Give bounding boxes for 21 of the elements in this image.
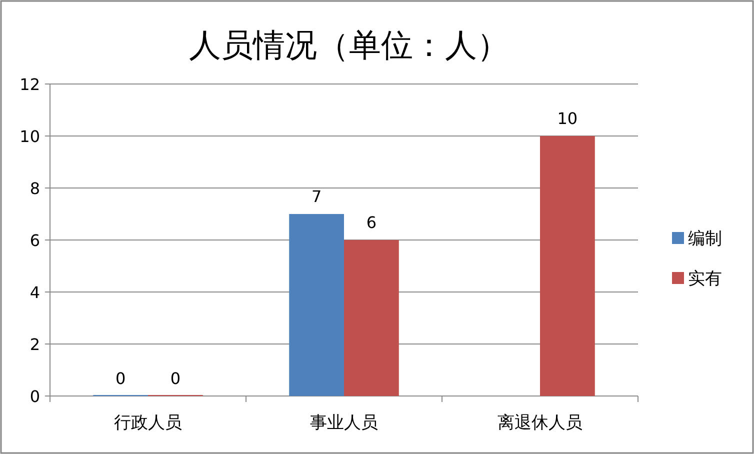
data-label: 0: [170, 369, 181, 388]
chart-title: 人员情况（单位：人）: [189, 26, 509, 64]
bar: [540, 136, 595, 396]
data-label: 0: [115, 369, 126, 388]
legend-label: 编制: [688, 229, 722, 249]
bar: [344, 240, 399, 396]
y-tick-label: 4: [30, 283, 40, 302]
x-tick-label: 行政人员: [114, 413, 182, 433]
y-tick-label: 8: [30, 179, 40, 198]
legend-label: 实有: [688, 269, 722, 289]
y-tick-label: 12: [20, 75, 40, 94]
data-label: 6: [366, 213, 377, 232]
data-label: 10: [557, 109, 578, 128]
x-tick-label: 离退休人员: [498, 413, 582, 433]
y-tick-label: 6: [30, 231, 40, 250]
bar: [289, 214, 344, 396]
y-tick-label: 0: [30, 387, 40, 406]
data-label: 7: [311, 187, 322, 206]
y-tick-label: 10: [20, 127, 40, 146]
x-tick-label: 事业人员: [310, 413, 378, 433]
y-tick-label: 2: [30, 335, 40, 354]
